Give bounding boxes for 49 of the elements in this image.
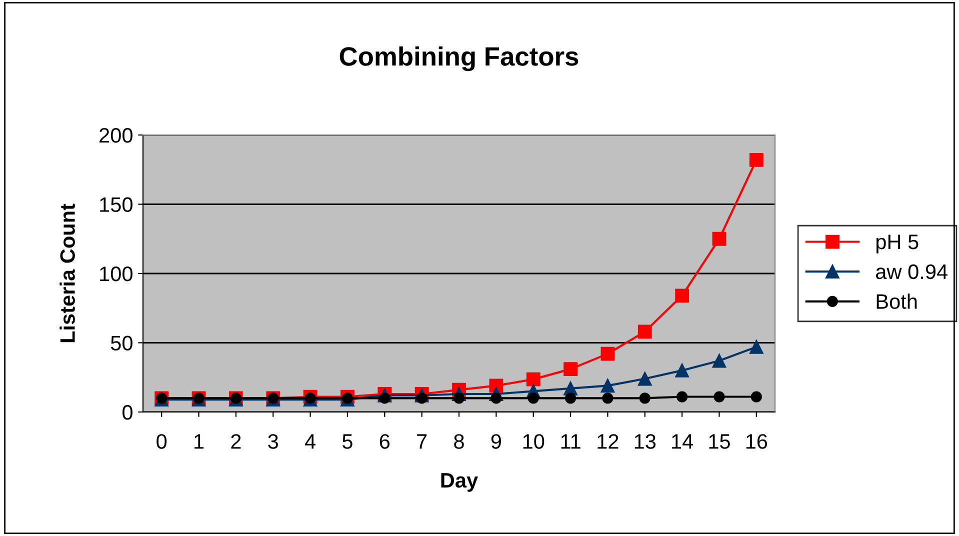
y-tick-label: 150 [100, 197, 132, 212]
y-axis-title: Listeria Count [60, 204, 75, 342]
x-tick-label: 12 [598, 434, 618, 449]
x-tick-label: 11 [561, 434, 580, 449]
point [749, 152, 764, 167]
chart-title: Combining Factors [340, 46, 578, 72]
point [750, 391, 762, 402]
x-tick-label: 8 [454, 434, 464, 449]
point [676, 391, 688, 402]
point [712, 354, 726, 368]
point [600, 346, 615, 361]
x-tick-label: 13 [634, 434, 656, 449]
y-tick-label: 0 [122, 405, 132, 420]
point [564, 362, 578, 376]
point [712, 232, 726, 246]
legend-label: Both [876, 294, 917, 309]
x-tick-label: 4 [304, 434, 316, 449]
x-tick-label: 14 [672, 434, 694, 449]
point [564, 392, 576, 404]
y-tick-label: 100 [100, 266, 132, 282]
x-tick-label: 10 [523, 434, 544, 449]
x-axis-title: Day [441, 473, 478, 492]
point [453, 392, 465, 404]
point [526, 372, 540, 386]
point [675, 288, 690, 303]
x-tick-label: 15 [709, 434, 730, 449]
point [342, 392, 354, 404]
point [638, 372, 652, 386]
x-tick-label: 9 [491, 434, 501, 449]
legend-label: aw 0.94 [876, 264, 948, 280]
y-tick-label: 200 [100, 128, 132, 143]
legend-label: pH 5 [876, 234, 918, 254]
point [749, 340, 764, 354]
point [714, 391, 725, 402]
point [638, 324, 652, 339]
point [675, 364, 690, 378]
point [639, 392, 650, 404]
point [528, 392, 539, 404]
point [602, 392, 614, 404]
point [600, 378, 615, 393]
x-tick-label: 3 [268, 434, 278, 449]
x-tick-label: 5 [342, 434, 352, 449]
x-tick-label: 0 [156, 434, 167, 449]
x-tick-label: 16 [746, 434, 768, 449]
x-tick-label: 6 [380, 434, 390, 449]
x-tick-label: 1 [194, 434, 204, 449]
x-tick-label: 2 [231, 434, 241, 449]
y-tick-label: 50 [110, 336, 132, 351]
x-tick-label: 7 [417, 434, 427, 449]
